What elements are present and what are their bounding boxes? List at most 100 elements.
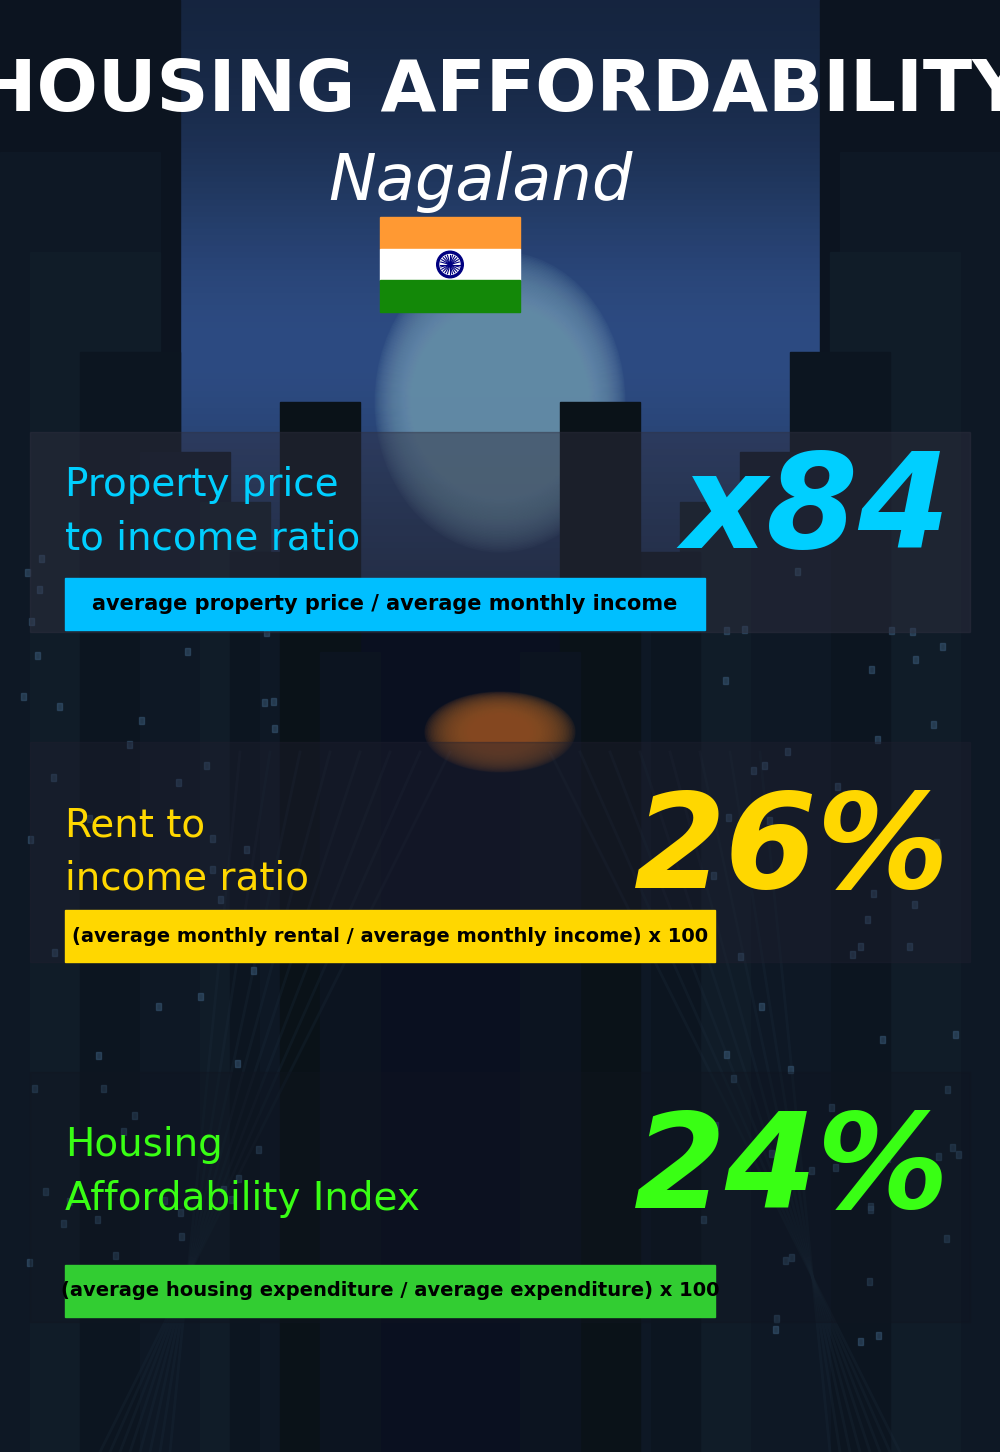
Bar (0, 163, 1000, 168)
Circle shape (437, 251, 463, 277)
Bar (560, 402, 640, 1452)
Bar (210, 865, 215, 873)
Bar (252, 913, 257, 921)
Bar (0, 308, 1000, 314)
Bar (0, 366, 1000, 373)
Bar (0, 575, 1000, 582)
Bar (0, 552, 1000, 559)
Bar (0, 476, 1000, 484)
Bar (0, 209, 1000, 215)
Bar (61, 1220, 66, 1227)
Bar (0, 296, 1000, 302)
Bar (875, 736, 880, 743)
Bar (0, 0, 180, 1452)
Bar (0, 412, 1000, 420)
Bar (251, 967, 256, 974)
Bar (380, 280, 520, 312)
Bar (0, 511, 1000, 518)
Bar (769, 1150, 774, 1157)
Bar (0, 103, 1000, 110)
Bar (0, 221, 1000, 227)
Bar (702, 937, 707, 944)
Text: x84: x84 (681, 449, 950, 575)
Bar (829, 1105, 834, 1111)
Bar (32, 1085, 37, 1092)
Bar (0, 290, 1000, 296)
Bar (218, 896, 223, 903)
Bar (0, 174, 1000, 180)
Bar (113, 1252, 118, 1259)
Bar (39, 556, 44, 562)
Bar (380, 248, 520, 280)
Bar (0, 465, 1000, 472)
Bar (868, 1205, 873, 1212)
Bar (0, 360, 1000, 367)
Bar (820, 0, 1000, 1452)
Bar (0, 57, 1000, 64)
Bar (0, 0, 1000, 6)
Bar (0, 74, 1000, 81)
Bar (0, 389, 1000, 396)
Bar (162, 1196, 167, 1204)
Bar (0, 337, 1000, 343)
Bar (724, 627, 729, 635)
Bar (0, 126, 1000, 134)
Bar (0, 152, 160, 1452)
Bar (178, 1208, 183, 1215)
Bar (21, 693, 26, 700)
Bar (264, 629, 269, 636)
Bar (0, 186, 1000, 192)
Bar (0, 523, 1000, 530)
Bar (117, 584, 122, 591)
Bar (93, 910, 98, 918)
Bar (0, 331, 1000, 337)
Bar (0, 51, 1000, 58)
Bar (0, 134, 1000, 139)
Bar (907, 942, 912, 950)
Bar (0, 529, 1000, 536)
Bar (0, 203, 1000, 209)
Bar (0, 115, 1000, 122)
Bar (885, 1156, 890, 1162)
Bar (27, 1259, 32, 1266)
Bar (30, 253, 160, 1452)
Bar (0, 424, 1000, 431)
Bar (0, 68, 1000, 76)
Bar (260, 603, 310, 1452)
Bar (0, 494, 1000, 501)
Text: (average housing expenditure / average expenditure) x 100: (average housing expenditure / average e… (61, 1282, 719, 1301)
Bar (380, 216, 520, 248)
Bar (0, 80, 1000, 87)
Bar (858, 1337, 863, 1345)
Bar (0, 192, 1000, 197)
Bar (200, 502, 270, 1452)
Bar (127, 741, 132, 748)
Bar (0, 343, 1000, 348)
Bar (713, 1122, 718, 1130)
Bar (840, 152, 1000, 1452)
Bar (889, 627, 894, 635)
Bar (0, 418, 1000, 425)
Bar (320, 652, 380, 1452)
Text: (average monthly rental / average monthly income) x 100: (average monthly rental / average monthl… (72, 926, 708, 945)
Bar (701, 1217, 706, 1224)
Ellipse shape (432, 696, 568, 768)
Bar (680, 502, 750, 1452)
Bar (0, 10, 1000, 17)
Bar (0, 453, 1000, 460)
Bar (910, 629, 915, 635)
Bar (0, 62, 1000, 70)
Bar (726, 815, 731, 822)
Bar (767, 817, 772, 825)
Ellipse shape (428, 694, 572, 771)
Bar (80, 351, 180, 1452)
Bar (30, 433, 970, 632)
Bar (262, 698, 267, 706)
Circle shape (448, 263, 452, 267)
Bar (101, 929, 106, 937)
Bar (0, 227, 1000, 232)
Bar (0, 319, 1000, 325)
Bar (221, 1186, 226, 1194)
Bar (244, 847, 249, 854)
Bar (210, 835, 215, 842)
